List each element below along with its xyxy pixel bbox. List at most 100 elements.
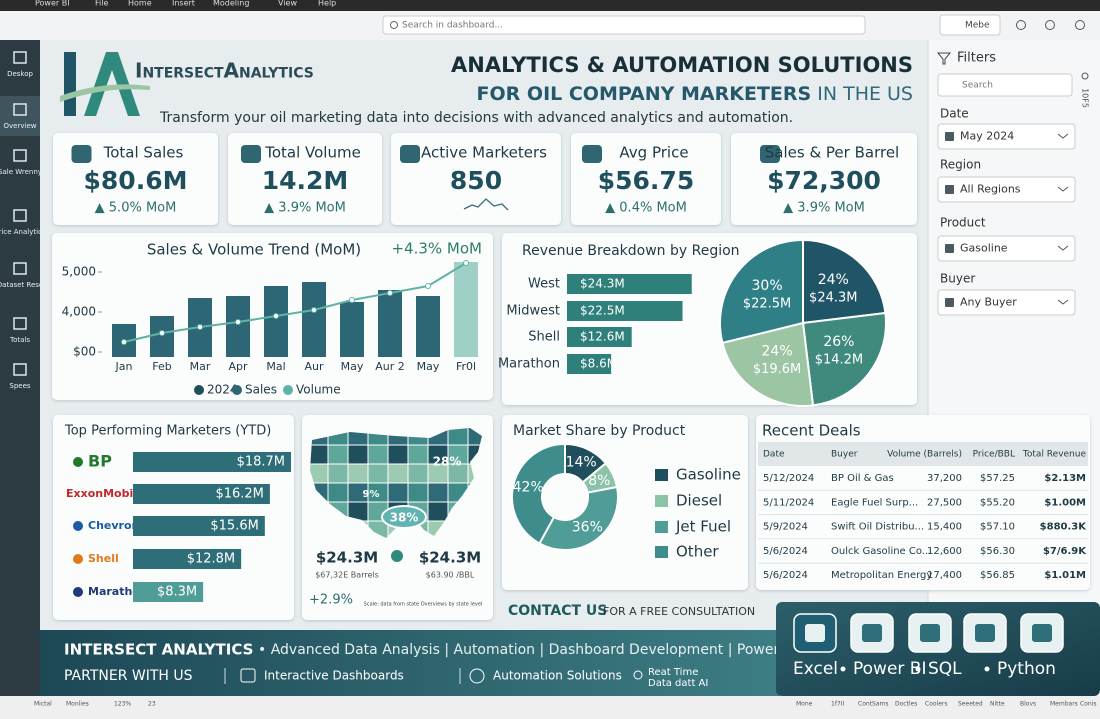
card: [53, 133, 218, 225]
feature-icon: [633, 670, 643, 680]
nav-label: Dataset Rese: [0, 281, 43, 289]
legend-swatch: [655, 469, 668, 481]
nav-icon[interactable]: [13, 363, 27, 376]
value-label: $22.5M: [580, 304, 625, 318]
nav-icon[interactable]: [13, 103, 27, 116]
brand-icon: [73, 521, 83, 531]
filters-title: Filters: [957, 51, 996, 66]
search-box[interactable]: [382, 15, 866, 35]
bar: [340, 302, 364, 357]
nav-icon[interactable]: [13, 317, 27, 330]
nav-label: Sale Wrenny: [0, 168, 42, 176]
state: [427, 482, 449, 503]
kpi-value: 850: [450, 166, 502, 195]
x-tick-label: Apr: [228, 360, 248, 373]
y-tick-label: 5,000: [62, 265, 96, 279]
slice-label: 14%: [566, 455, 597, 471]
chart-title: Market Share by Product: [513, 423, 686, 439]
card: [228, 133, 382, 225]
sparkline: [463, 198, 509, 211]
footer-partner: PARTNER WITH US: [64, 668, 193, 684]
filter-value: All Regions: [960, 183, 1021, 196]
toolbar-icon[interactable]: [1075, 20, 1085, 30]
toolbar-icon[interactable]: [1045, 20, 1055, 30]
legend-dot: [194, 385, 204, 395]
chart-title: Sales & Volume Trend (MoM): [147, 241, 361, 259]
table-cell: Metropolitan Energy: [831, 570, 932, 581]
badge: +4.3% MoM: [391, 240, 482, 258]
legend-swatch: [655, 546, 668, 558]
column-header: Volume (Barrels): [887, 450, 962, 460]
column-header: Buyer: [831, 450, 858, 460]
state: [407, 444, 429, 465]
legend-label: Gasoline: [676, 466, 741, 484]
filter-dropdown[interactable]: [937, 235, 1076, 262]
slice-label: 8%: [588, 473, 610, 489]
logo-swoosh: [60, 84, 150, 102]
filter-value: Gasoline: [960, 242, 1008, 255]
table-cell: $55.20: [980, 497, 1015, 508]
nav-icon[interactable]: [13, 149, 27, 162]
chart-title: Top Performing Marketers (YTD): [64, 424, 271, 439]
slice: [719, 238, 804, 345]
nav-label: Overview: [4, 122, 37, 130]
dropdown-icon: [945, 185, 954, 194]
line-point: [197, 324, 203, 330]
nav-icon[interactable]: [13, 51, 27, 64]
slice: [511, 442, 566, 545]
footer-feature: Automation Solutions: [493, 669, 622, 683]
footer-realtime: Data datt AI: [648, 678, 708, 689]
map-footnote: Scale: data from state Overviews by stat…: [364, 602, 483, 608]
title: ANALYTICS & AUTOMATION SOLUTIONS: [451, 53, 913, 77]
legend-label: Other: [676, 543, 719, 561]
nav-icon[interactable]: [13, 262, 27, 275]
value-label: $24.3M: [580, 277, 625, 291]
bar: [150, 316, 174, 357]
menu-item: File: [95, 0, 108, 8]
filter-dropdown[interactable]: [937, 176, 1076, 203]
brand-icon: [73, 554, 83, 564]
status-item: Conis: [1080, 701, 1096, 708]
x-tick-label: Jan: [115, 360, 133, 373]
user-name: Mebe: [965, 21, 990, 31]
table-cell: $2.13M: [1044, 473, 1086, 484]
category-label: Shell: [528, 330, 560, 345]
bar: [567, 327, 632, 347]
filter-value: Any Buyer: [960, 296, 1017, 309]
brand-icon: [73, 587, 83, 597]
filter-label: Date: [940, 107, 969, 121]
column-header: Price/BBL: [973, 450, 1015, 460]
slice-label: 26%: [823, 334, 854, 350]
category-label: BP: [88, 452, 112, 471]
table-cell: 12,600: [927, 546, 962, 557]
bar: [133, 582, 204, 602]
slice-label: 42%: [513, 480, 544, 496]
state: [367, 444, 389, 465]
subtitle-light: IN THE US: [817, 83, 913, 105]
side-icon: [1081, 72, 1089, 80]
nav-label: Deskop: [7, 70, 33, 78]
subtitle: FOR OIL COMPANY MARKETERS IN THE US: [477, 83, 913, 105]
toolbar-icon[interactable]: [1016, 20, 1026, 30]
feature-icon: [240, 668, 256, 683]
slice: [801, 311, 887, 407]
status-item: Blovs: [1020, 701, 1036, 708]
kpi-icon: [582, 145, 602, 163]
kpi-icon: [241, 145, 261, 163]
kpi-change: ▲ 0.4% MoM: [605, 201, 687, 216]
tool-glyph: [862, 624, 882, 642]
footer-brand: INTERSECT ANALYTICS: [64, 641, 253, 659]
highlight: [381, 505, 427, 529]
brand-icon: [73, 457, 83, 467]
nav-icon[interactable]: [13, 209, 27, 222]
x-tick-label: May: [417, 360, 440, 373]
filter-dropdown[interactable]: [937, 289, 1076, 316]
filter-dropdown[interactable]: [937, 123, 1076, 150]
status-item: ContSams: [858, 701, 888, 708]
table-cell: $57.10: [980, 522, 1015, 533]
filter-search[interactable]: [937, 73, 1073, 97]
kpi-label: Total Volume: [264, 144, 361, 162]
line-point: [425, 283, 431, 289]
x-tick-label: Mar: [190, 360, 211, 373]
user-button[interactable]: [939, 14, 1001, 36]
